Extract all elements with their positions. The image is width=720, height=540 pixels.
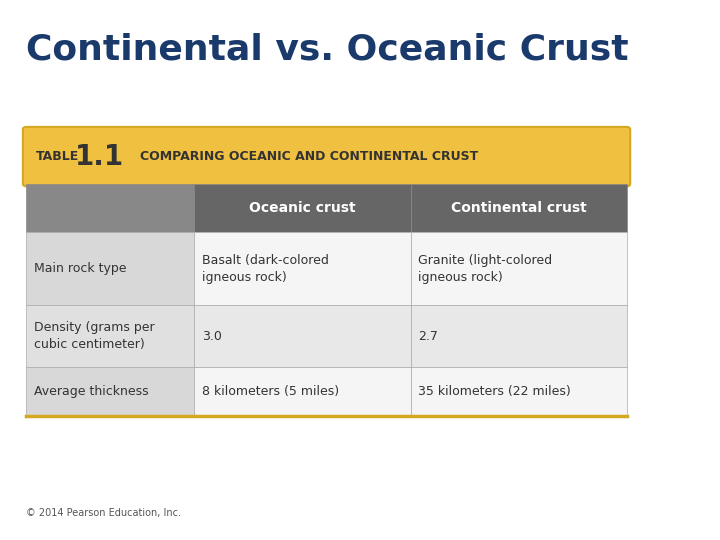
Text: 1.1: 1.1 — [75, 143, 125, 171]
Text: Continental vs. Oceanic Crust: Continental vs. Oceanic Crust — [26, 32, 629, 66]
Text: Density (grams per
cubic centimeter): Density (grams per cubic centimeter) — [34, 321, 155, 351]
Text: Main rock type: Main rock type — [34, 262, 127, 275]
FancyBboxPatch shape — [23, 127, 630, 186]
Bar — [410, 184, 627, 232]
Bar — [410, 367, 627, 416]
Text: © 2014 Pearson Education, Inc.: © 2014 Pearson Education, Inc. — [26, 508, 181, 518]
Bar — [26, 184, 194, 232]
Bar — [26, 367, 194, 416]
Bar — [194, 184, 410, 232]
Text: 3.0: 3.0 — [202, 329, 222, 343]
Bar — [194, 367, 410, 416]
Text: 35 kilometers (22 miles): 35 kilometers (22 miles) — [418, 385, 571, 398]
Text: Continental crust: Continental crust — [451, 201, 587, 215]
Text: Oceanic crust: Oceanic crust — [249, 201, 356, 215]
Text: Basalt (dark-colored
igneous rock): Basalt (dark-colored igneous rock) — [202, 254, 329, 284]
Text: 2.7: 2.7 — [418, 329, 438, 343]
Text: COMPARING OCEANIC AND CONTINENTAL CRUST: COMPARING OCEANIC AND CONTINENTAL CRUST — [140, 150, 479, 163]
Text: 8 kilometers (5 miles): 8 kilometers (5 miles) — [202, 385, 339, 398]
Text: Granite (light-colored
igneous rock): Granite (light-colored igneous rock) — [418, 254, 553, 284]
Text: TABLE: TABLE — [36, 150, 79, 163]
Text: Average thickness: Average thickness — [34, 385, 148, 398]
